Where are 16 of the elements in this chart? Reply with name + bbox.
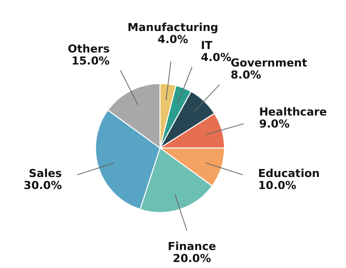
slice-label: Government	[230, 56, 308, 70]
data-label: 9.0%	[259, 118, 290, 131]
data-label: 8.0%	[230, 68, 262, 82]
slice-label: Finance	[168, 240, 216, 254]
data-label: 4.0%	[200, 50, 232, 64]
slice-label: Manufacturing	[128, 21, 218, 34]
data-label: 10.0%	[258, 179, 296, 192]
data-label: 30.0%	[24, 179, 62, 192]
data-label: 20.0%	[172, 252, 211, 266]
slice-label: Healthcare	[259, 106, 327, 119]
data-label: 15.0%	[71, 54, 110, 68]
data-label: 4.0%	[158, 33, 188, 46]
slice-label: Sales	[28, 167, 62, 180]
slice-label: Education	[258, 167, 320, 180]
slice-label: IT	[200, 38, 213, 52]
slice-label: Others	[68, 42, 110, 56]
